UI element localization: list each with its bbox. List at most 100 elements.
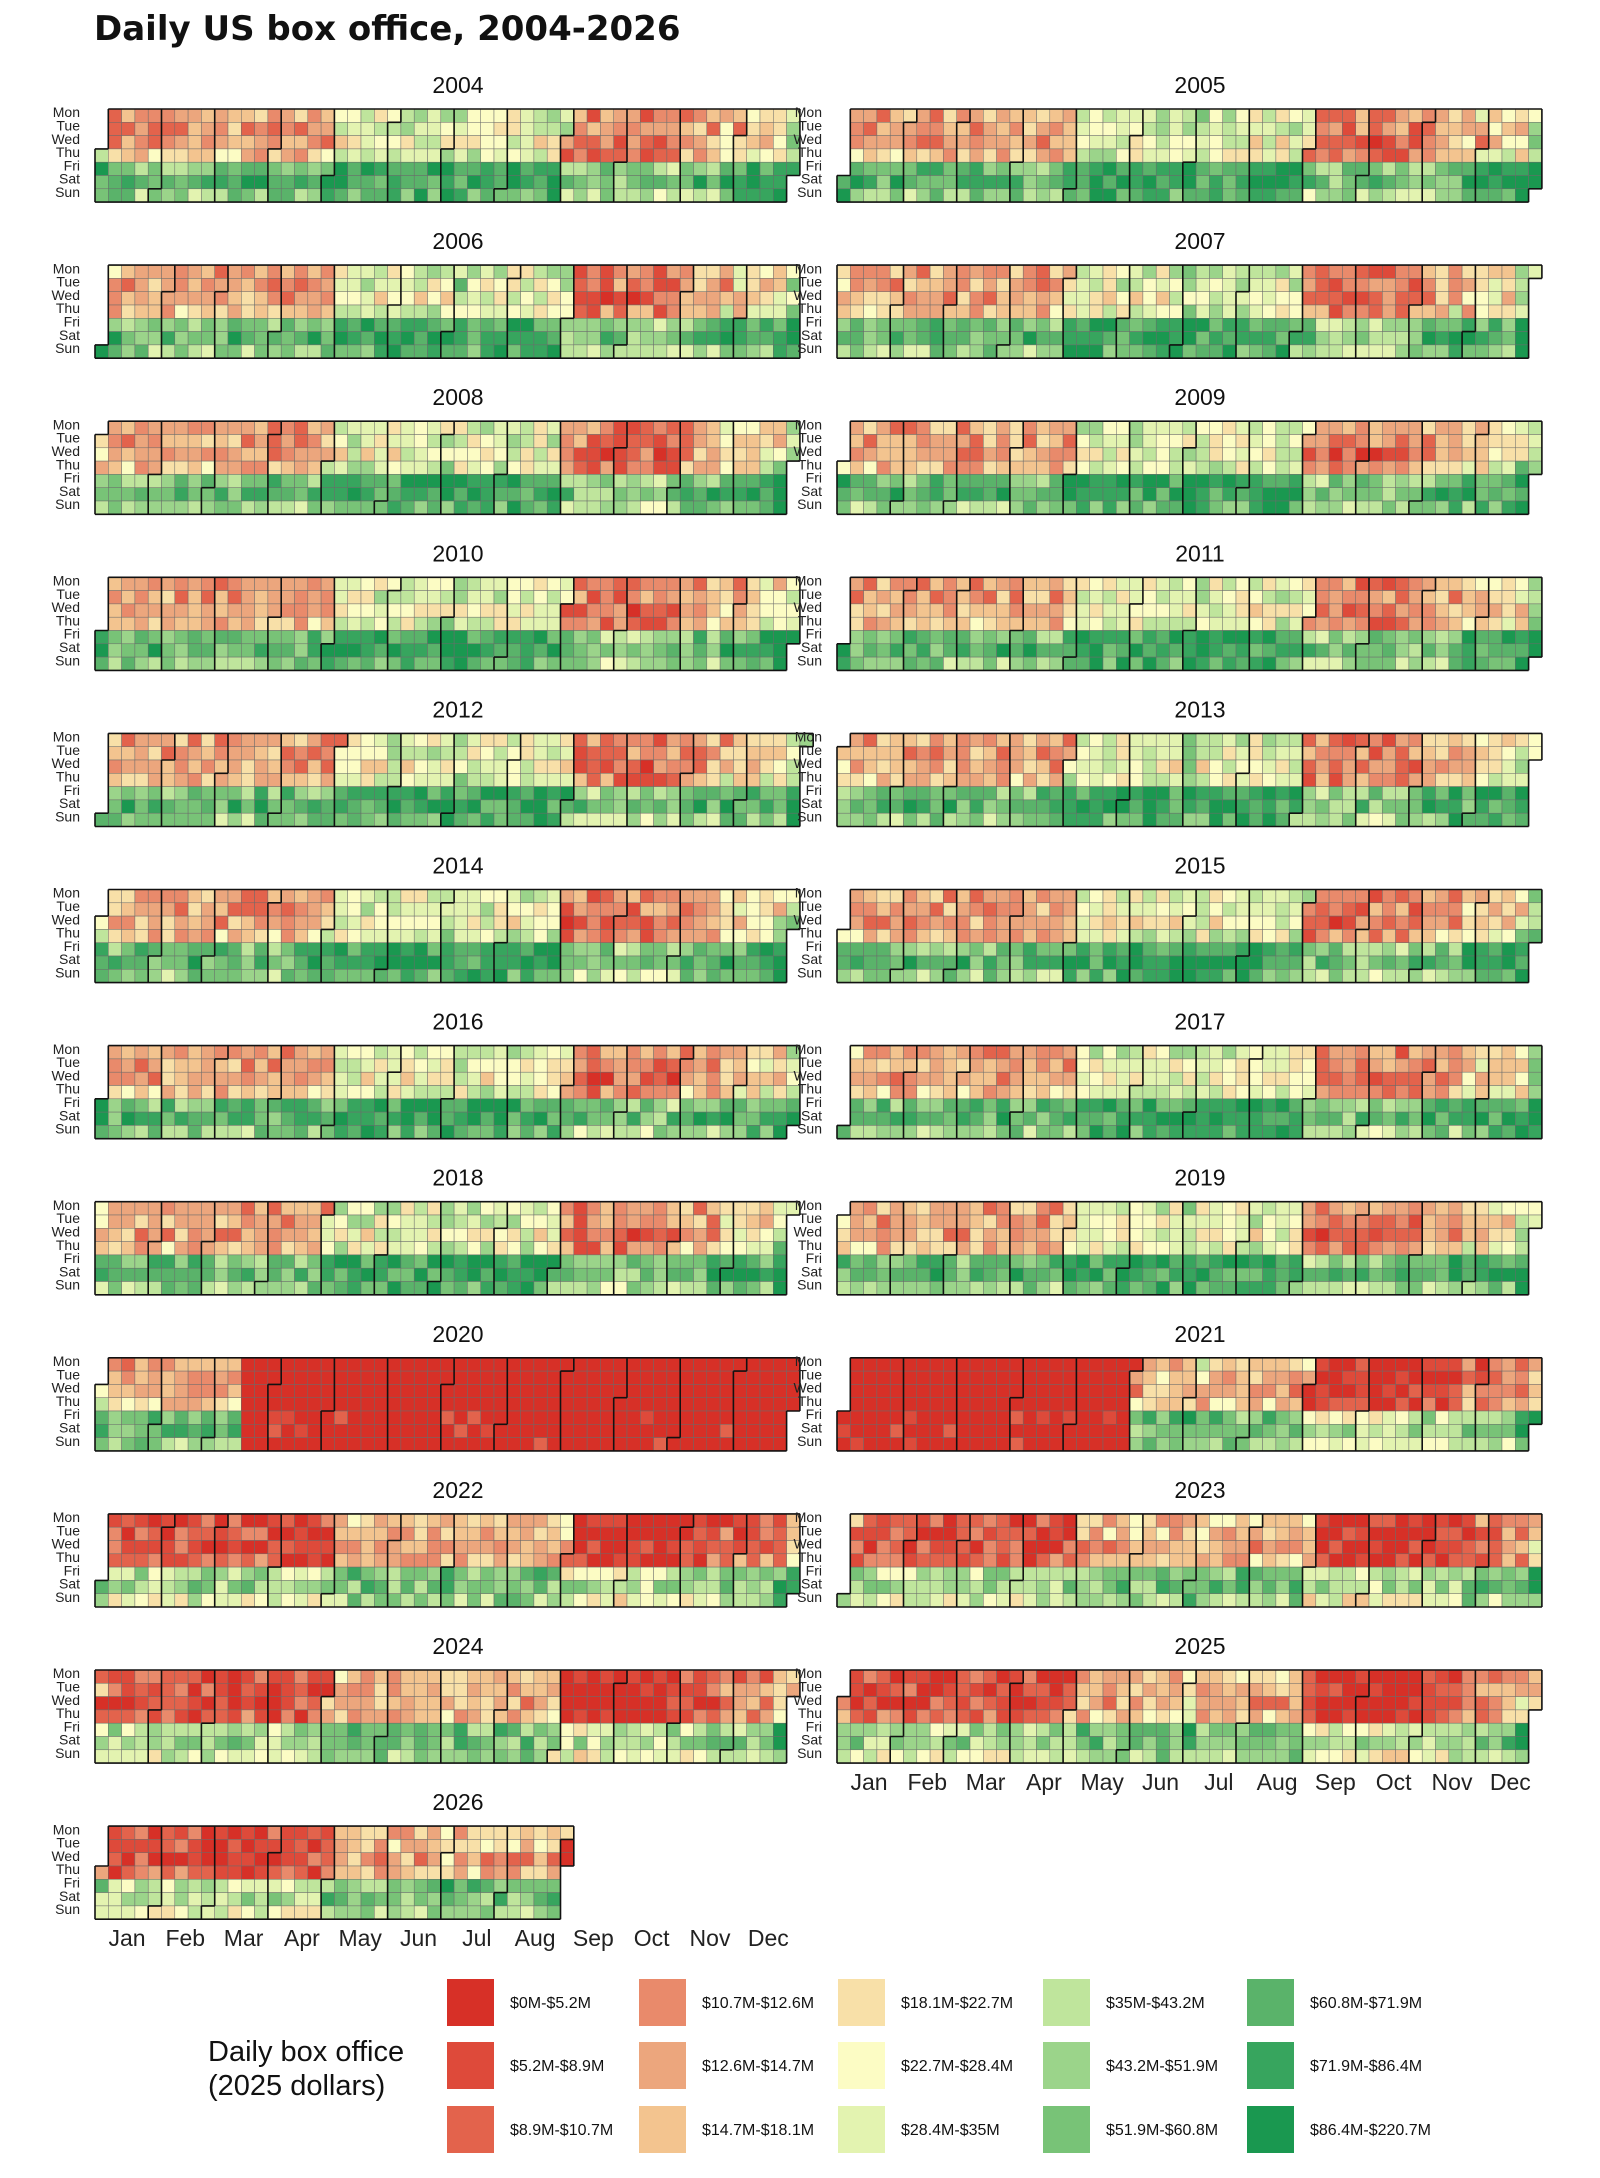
day-cell bbox=[746, 1125, 761, 1139]
weekday-label: Thu bbox=[56, 612, 80, 628]
weekday-label: Tue bbox=[798, 430, 822, 446]
day-cell bbox=[360, 812, 375, 827]
day-cell bbox=[759, 1125, 774, 1139]
day-cell bbox=[546, 264, 561, 279]
day-cell bbox=[719, 656, 734, 671]
day-cell bbox=[467, 733, 481, 747]
day-cell bbox=[850, 786, 864, 801]
month-boundaries bbox=[836, 264, 1543, 359]
day-cell bbox=[453, 1085, 468, 1100]
day-cell bbox=[400, 175, 415, 190]
day-cell bbox=[1382, 812, 1396, 827]
day-cell bbox=[320, 889, 335, 904]
day-cell bbox=[174, 304, 189, 319]
day-cell bbox=[903, 616, 918, 631]
day-cell bbox=[666, 773, 681, 787]
day-cell bbox=[916, 955, 931, 970]
day-cell bbox=[360, 1071, 375, 1086]
day-cell bbox=[440, 915, 455, 930]
day-cell bbox=[1515, 759, 1529, 774]
day-cell bbox=[427, 434, 442, 449]
day-cell bbox=[850, 447, 864, 462]
day-cell bbox=[640, 1111, 654, 1126]
day-cell bbox=[134, 487, 149, 502]
day-cell bbox=[360, 746, 375, 761]
day-cell bbox=[347, 630, 362, 645]
day-cell bbox=[666, 344, 681, 359]
day-cell bbox=[1169, 474, 1184, 488]
day-cell bbox=[969, 188, 984, 203]
day-cell bbox=[996, 161, 1011, 176]
day-cell bbox=[1116, 773, 1130, 787]
day-cell bbox=[1288, 656, 1303, 671]
day-cell bbox=[929, 278, 944, 292]
day-cell bbox=[706, 318, 721, 332]
day-cell bbox=[759, 344, 774, 359]
day-cell bbox=[533, 786, 548, 801]
day-cell bbox=[1116, 318, 1130, 332]
day-cell bbox=[187, 1111, 202, 1126]
day-cell bbox=[956, 474, 971, 488]
day-cell bbox=[1222, 434, 1237, 449]
day-cell bbox=[254, 500, 269, 515]
day-cell bbox=[653, 643, 668, 658]
day-cell bbox=[693, 799, 708, 814]
day-cell bbox=[969, 616, 984, 631]
day-cell bbox=[863, 434, 878, 449]
day-cell bbox=[863, 1045, 878, 1060]
day-cell bbox=[533, 108, 548, 123]
day-cell bbox=[1501, 616, 1516, 631]
day-cell bbox=[929, 746, 944, 761]
day-cell bbox=[889, 175, 904, 190]
day-cell bbox=[889, 746, 904, 761]
day-cell bbox=[254, 1071, 269, 1086]
day-cell bbox=[653, 656, 668, 671]
day-cell bbox=[108, 148, 122, 163]
day-cell bbox=[1275, 902, 1290, 917]
day-cell bbox=[733, 773, 747, 787]
day-cell bbox=[307, 1071, 322, 1086]
day-cell bbox=[1275, 175, 1290, 190]
day-cell bbox=[1475, 291, 1489, 306]
day-cell bbox=[334, 1125, 348, 1139]
day-cell bbox=[520, 969, 535, 983]
day-cell bbox=[836, 746, 851, 761]
day-cell bbox=[1382, 630, 1396, 645]
day-cell bbox=[546, 759, 561, 774]
day-cell bbox=[1275, 161, 1290, 176]
day-cell bbox=[560, 577, 575, 591]
day-cell bbox=[560, 474, 575, 488]
day-cell bbox=[1488, 746, 1503, 761]
day-cell bbox=[600, 278, 614, 292]
day-cell bbox=[108, 291, 122, 306]
day-cell bbox=[320, 1111, 335, 1126]
day-cell bbox=[640, 291, 654, 306]
day-cell bbox=[1435, 643, 1450, 658]
day-cell bbox=[573, 474, 588, 488]
day-cell bbox=[334, 773, 348, 787]
day-cell bbox=[969, 175, 984, 190]
day-cell bbox=[679, 1058, 694, 1073]
day-cell bbox=[1155, 291, 1170, 306]
day-cell bbox=[653, 889, 668, 904]
day-cell bbox=[1155, 318, 1170, 332]
day-cell bbox=[1036, 799, 1051, 814]
day-cell bbox=[187, 291, 202, 306]
day-cell bbox=[746, 434, 761, 449]
day-cell bbox=[1368, 304, 1383, 319]
day-cell bbox=[1448, 500, 1463, 515]
day-cell bbox=[1515, 500, 1529, 515]
day-cell bbox=[983, 135, 997, 150]
day-cell bbox=[400, 331, 415, 346]
day-cell bbox=[1501, 135, 1516, 150]
weekday-label: Mon bbox=[795, 729, 822, 745]
day-cell bbox=[850, 969, 864, 983]
day-cell bbox=[1195, 590, 1210, 605]
day-cell bbox=[1501, 175, 1516, 190]
day-cell bbox=[1169, 643, 1184, 658]
day-cell bbox=[876, 955, 891, 970]
day-cell bbox=[1009, 434, 1024, 449]
day-cell bbox=[147, 759, 162, 774]
day-cell bbox=[586, 434, 601, 449]
day-cell bbox=[174, 460, 189, 475]
